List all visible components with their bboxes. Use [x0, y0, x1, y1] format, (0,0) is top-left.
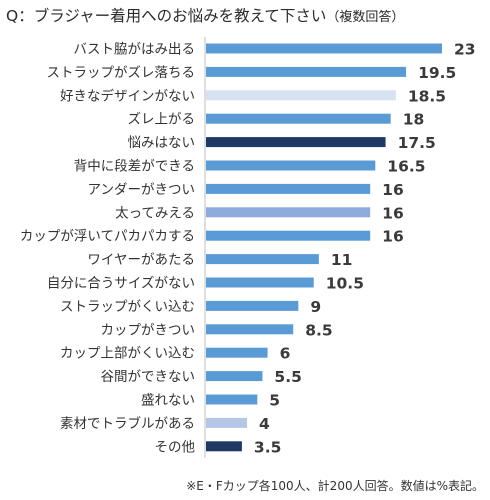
bar	[206, 66, 407, 77]
footnote: ※E・Fカップ各100人、計200人回答。数値は%表記。	[186, 479, 484, 493]
category-label: カップがきつい	[101, 322, 196, 338]
bar	[206, 207, 371, 218]
bar	[206, 394, 258, 405]
value-label: 5	[269, 392, 280, 410]
category-label: ズレ上がる	[128, 112, 196, 128]
value-label: 8.5	[305, 321, 332, 339]
category-label: ストラップがくい込む	[60, 299, 195, 315]
value-label: 16	[382, 181, 404, 199]
category-label: 好きなデザインがない	[60, 87, 195, 104]
value-label: 6	[280, 345, 291, 363]
category-label: ストラップがズレ落ちる	[47, 65, 196, 81]
value-label: 4	[259, 415, 270, 433]
bar	[206, 300, 299, 311]
category-label: 素材でトラブルがある	[60, 415, 195, 432]
bar	[206, 160, 376, 171]
value-label: 16.5	[387, 158, 425, 176]
bar	[206, 137, 386, 148]
value-label: 10.5	[326, 275, 364, 293]
bar	[206, 254, 319, 265]
bar	[206, 347, 268, 358]
category-label: 盛れない	[141, 393, 195, 409]
category-label: 悩みはない	[128, 135, 196, 151]
value-label: 16	[382, 204, 404, 222]
value-label: 19.5	[418, 64, 456, 82]
value-label: 5.5	[274, 368, 301, 386]
category-label: カップが浮いてパカパカする	[20, 229, 195, 245]
category-label: 自分に合うサイズがない	[47, 276, 195, 292]
category-label: 太ってみえる	[115, 205, 195, 221]
question-main: Q：ブラジャー着用へのお悩みを教えて下さい	[6, 7, 327, 25]
value-label: 23	[454, 41, 476, 59]
value-label: 11	[331, 251, 353, 269]
category-label: その他	[155, 439, 196, 455]
bar	[206, 324, 294, 335]
bar	[206, 43, 442, 54]
value-label: 16	[382, 228, 404, 246]
bar	[206, 230, 371, 241]
category-label: バスト脇がはみ出る	[74, 42, 196, 58]
category-label: カップ上部がくい込む	[60, 346, 195, 362]
bar	[206, 90, 396, 101]
value-label: 18.5	[408, 87, 446, 105]
bar	[206, 441, 242, 452]
category-label: ワイヤーがあたる	[87, 252, 195, 268]
bar	[206, 371, 263, 382]
category-label: 谷間ができない	[101, 369, 196, 385]
question-sub: （複数回答）	[326, 10, 405, 25]
value-label: 18	[403, 111, 425, 129]
bar	[206, 183, 371, 194]
value-label: 3.5	[254, 438, 281, 456]
question-title: Q：ブラジャー着用へのお悩みを教えて下さい（複数回答）	[6, 4, 404, 26]
value-label: 17.5	[398, 134, 436, 152]
category-label: アンダーがきつい	[88, 182, 195, 198]
bar	[206, 113, 391, 124]
bar	[206, 417, 248, 428]
bar	[206, 277, 314, 288]
category-label: 背中に段差ができる	[74, 159, 195, 175]
value-label: 9	[310, 298, 321, 316]
